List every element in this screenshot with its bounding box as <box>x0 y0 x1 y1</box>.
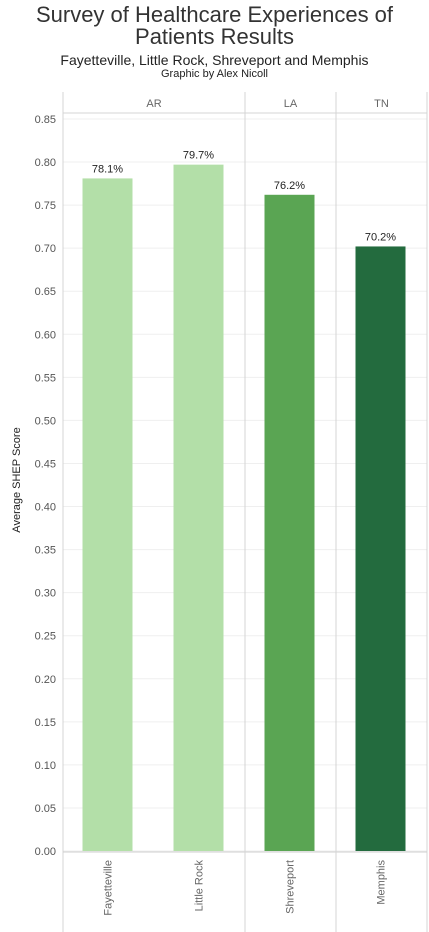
data-label: 78.1% <box>92 163 123 175</box>
bar-little-rock <box>173 164 224 852</box>
bar-memphis <box>355 246 406 852</box>
y-tick-label: 0.30 <box>35 588 56 600</box>
y-tick-label: 0.65 <box>35 286 56 298</box>
y-tick-label: 0.35 <box>35 545 56 557</box>
bar-fayetteville <box>82 178 133 852</box>
y-tick-label: 0.15 <box>35 717 56 729</box>
bar-shreveport <box>264 194 315 852</box>
group-header-tn: TN <box>374 98 389 110</box>
x-category-label: Shreveport <box>285 860 297 914</box>
y-tick-label: 0.75 <box>35 200 56 212</box>
y-tick-label: 0.50 <box>35 415 56 427</box>
y-tick-label: 0.05 <box>35 803 56 815</box>
group-header-la: LA <box>284 98 298 110</box>
chart-title-line1: Survey of Healthcare Experiences of <box>35 2 394 27</box>
y-tick-label: 0.60 <box>35 329 56 341</box>
x-category-label: Little Rock <box>194 860 206 912</box>
y-tick-label: 0.10 <box>35 760 56 772</box>
y-tick-label: 0.55 <box>35 372 56 384</box>
y-tick-label: 0.40 <box>35 502 56 514</box>
y-tick-label: 0.00 <box>35 846 56 858</box>
y-tick-label: 0.25 <box>35 631 56 643</box>
data-label: 76.2% <box>274 180 305 192</box>
data-label: 79.7% <box>183 150 214 162</box>
y-axis-label: Average SHEP Score <box>11 427 23 532</box>
y-tick-label: 0.80 <box>35 157 56 169</box>
y-tick-label: 0.85 <box>35 114 56 126</box>
y-tick-label: 0.20 <box>35 674 56 686</box>
x-category-label: Fayetteville <box>103 860 115 916</box>
chart-credit: Graphic by Alex Nicoll <box>161 68 268 80</box>
chart-title: Survey of Healthcare Experiences of Pati… <box>0 4 429 48</box>
y-tick-label: 0.70 <box>35 243 56 255</box>
x-category-label: Memphis <box>376 860 388 905</box>
chart-subtitle: Fayetteville, Little Rock, Shreveport an… <box>60 52 369 68</box>
group-header-ar: AR <box>146 98 161 110</box>
y-tick-label: 0.45 <box>35 458 56 470</box>
chart-title-line2: Patients Results <box>135 24 294 49</box>
data-label: 70.2% <box>365 231 396 243</box>
